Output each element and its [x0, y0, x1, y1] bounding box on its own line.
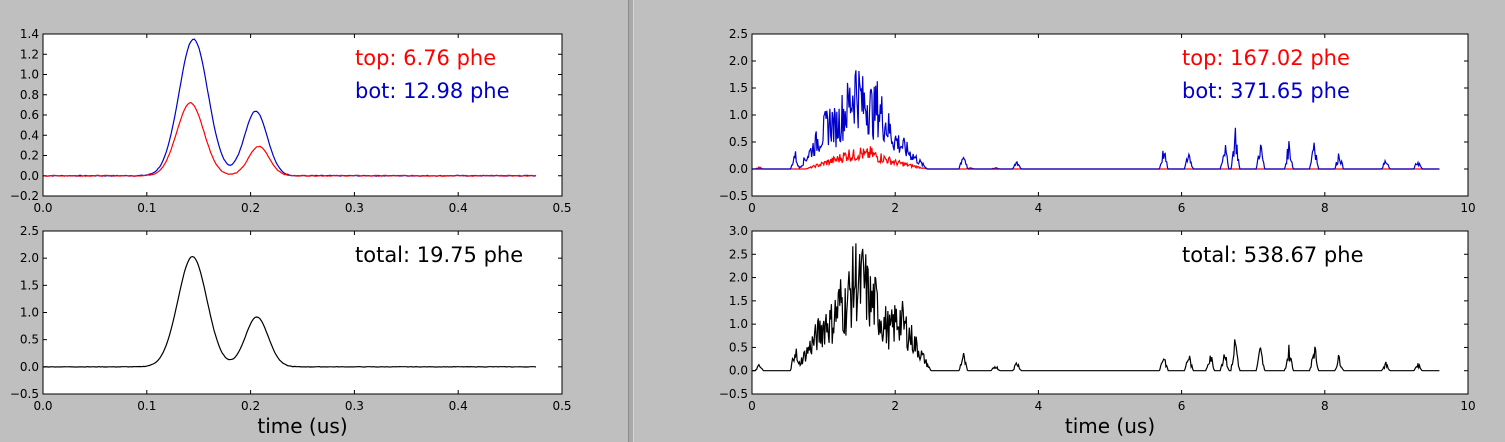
y-tick-label: 2.0	[729, 54, 748, 68]
y-tick-label: 2.5	[20, 224, 39, 238]
y-tick-label: 3.0	[729, 224, 748, 238]
left-figure-svg: 0.0 0.1 0.2 0.3 0.4 0.5−0.20.00.20.40.60.81.0…	[10, 27, 572, 438]
annotation-label: top: 6.76 phe	[355, 46, 496, 70]
right-top-frame	[751, 33, 1469, 197]
left-top-frame	[42, 33, 563, 197]
x-tick-label: 0.5	[552, 399, 571, 413]
y-tick-label: −0.2	[10, 189, 39, 203]
y-tick-label: 1.0	[20, 306, 39, 320]
annotation-label: bot: 371.65 phe	[1182, 79, 1350, 103]
right-figure-svg: 0 2 4 6 8 10 −0.5 0.0 0.5 1.0 1.5 2.0 2.5 top: 167.02…	[719, 27, 1476, 438]
y-tick-label: 0.0	[20, 169, 39, 183]
x-tick-label: 10	[1460, 201, 1475, 215]
panel-splitter[interactable]	[628, 0, 634, 442]
annotation-label: total: 19.75 phe	[355, 243, 523, 267]
x-axis-label: time (us)	[257, 414, 347, 438]
x-tick-label: 0.2	[241, 201, 260, 215]
right-top-series-line-1	[752, 70, 1440, 170]
x-tick-label: 0.1	[137, 201, 156, 215]
left-top-plot-area	[43, 34, 562, 196]
y-tick-label: 1.5	[729, 294, 748, 308]
x-tick-label: 0.3	[345, 201, 364, 215]
left-top-series-line-1	[43, 101, 537, 177]
y-tick-label: 1.4	[20, 27, 39, 41]
x-axis-label: time (us)	[1065, 414, 1155, 438]
annotation-label: bot: 12.98 phe	[355, 79, 510, 103]
y-tick-label: 1.5	[729, 81, 748, 95]
right-bottom-frame	[751, 230, 1469, 395]
annotation-label: top: 167.02 phe	[1182, 46, 1350, 70]
y-tick-label: 1.2	[20, 47, 39, 61]
y-tick-label: 1.5	[20, 278, 39, 292]
left-bottom-frame	[42, 230, 563, 395]
left-bottom-axes: 0.0 0.1 0.2 0.3 0.4 0.5−0.50.00.51.01.52.02.5…	[10, 224, 572, 438]
x-tick-label: 0.0	[33, 399, 52, 413]
right-figure-panel: 0 2 4 6 8 10 −0.5 0.0 0.5 1.0 1.5 2.0 2.5 top: 167.02…	[634, 0, 1505, 442]
annotation-label: total: 538.67 phe	[1182, 243, 1363, 267]
y-tick-label: 0.5	[20, 333, 39, 347]
y-tick-label: −0.5	[10, 387, 39, 401]
y-tick-label: 2.5	[729, 27, 748, 41]
x-tick-label: 4	[1035, 399, 1043, 413]
y-tick-label: 0.8	[20, 88, 39, 102]
y-tick-label: 1.0	[20, 68, 39, 82]
y-tick-label: 2.0	[20, 251, 39, 265]
x-tick-label: 0.5	[552, 201, 571, 215]
x-tick-label: 0.1	[137, 399, 156, 413]
left-figure-panel: 0.0 0.1 0.2 0.3 0.4 0.5 −0.2 0.0 0.2 0.4 0.6 0.8 1.0…	[0, 0, 628, 442]
right-bottom-series-line-0	[752, 243, 1440, 372]
x-tick-label: 8	[1321, 399, 1329, 413]
x-tick-label: 2	[891, 399, 899, 413]
y-tick-label: −0.5	[719, 387, 748, 401]
y-tick-label: 2.5	[729, 247, 748, 261]
x-tick-label: 0.4	[449, 399, 468, 413]
right-top-plot-area	[752, 34, 1468, 196]
y-tick-label: 1.0	[729, 317, 748, 331]
y-tick-label: 0.0	[729, 162, 748, 176]
y-tick-label: 0.0	[20, 360, 39, 374]
x-tick-label: 0.0	[33, 201, 52, 215]
y-tick-label: 2.0	[729, 271, 748, 285]
y-tick-label: 0.4	[20, 128, 39, 142]
right-bottom-axes: 0 2 4 6 8 10 −0.5 0.0 0.5 1.0 1.5 2.0 2.5 3.0 total: 5…	[719, 224, 1476, 438]
left-bottom-series-line-0	[43, 255, 537, 368]
x-tick-label: 8	[1321, 201, 1329, 215]
y-tick-label: −0.5	[719, 189, 748, 203]
y-tick-label: 1.0	[729, 108, 748, 122]
x-tick-label: 0.3	[345, 399, 364, 413]
y-tick-label: 0.5	[729, 135, 748, 149]
x-tick-label: 4	[1035, 201, 1043, 215]
y-tick-label: 0.0	[729, 364, 748, 378]
x-tick-label: 6	[1178, 399, 1186, 413]
x-tick-label: 10	[1460, 399, 1475, 413]
y-tick-label: 0.2	[20, 149, 39, 163]
right-top-axes: 0 2 4 6 8 10 −0.5 0.0 0.5 1.0 1.5 2.0 2.5 top: 167.02…	[719, 27, 1476, 215]
x-tick-label: 2	[891, 201, 899, 215]
left-top-axes: 0.0 0.1 0.2 0.3 0.4 0.5−0.20.00.20.40.60.81.0…	[10, 27, 572, 215]
x-tick-label: 0.2	[241, 399, 260, 413]
x-tick-label: 0	[748, 399, 756, 413]
y-tick-label: 0.5	[729, 340, 748, 354]
x-tick-label: 0.4	[449, 201, 468, 215]
y-tick-label: 0.6	[20, 108, 39, 122]
x-tick-label: 0	[748, 201, 756, 215]
x-tick-label: 6	[1178, 201, 1186, 215]
right-bottom-plot-area	[752, 231, 1468, 394]
